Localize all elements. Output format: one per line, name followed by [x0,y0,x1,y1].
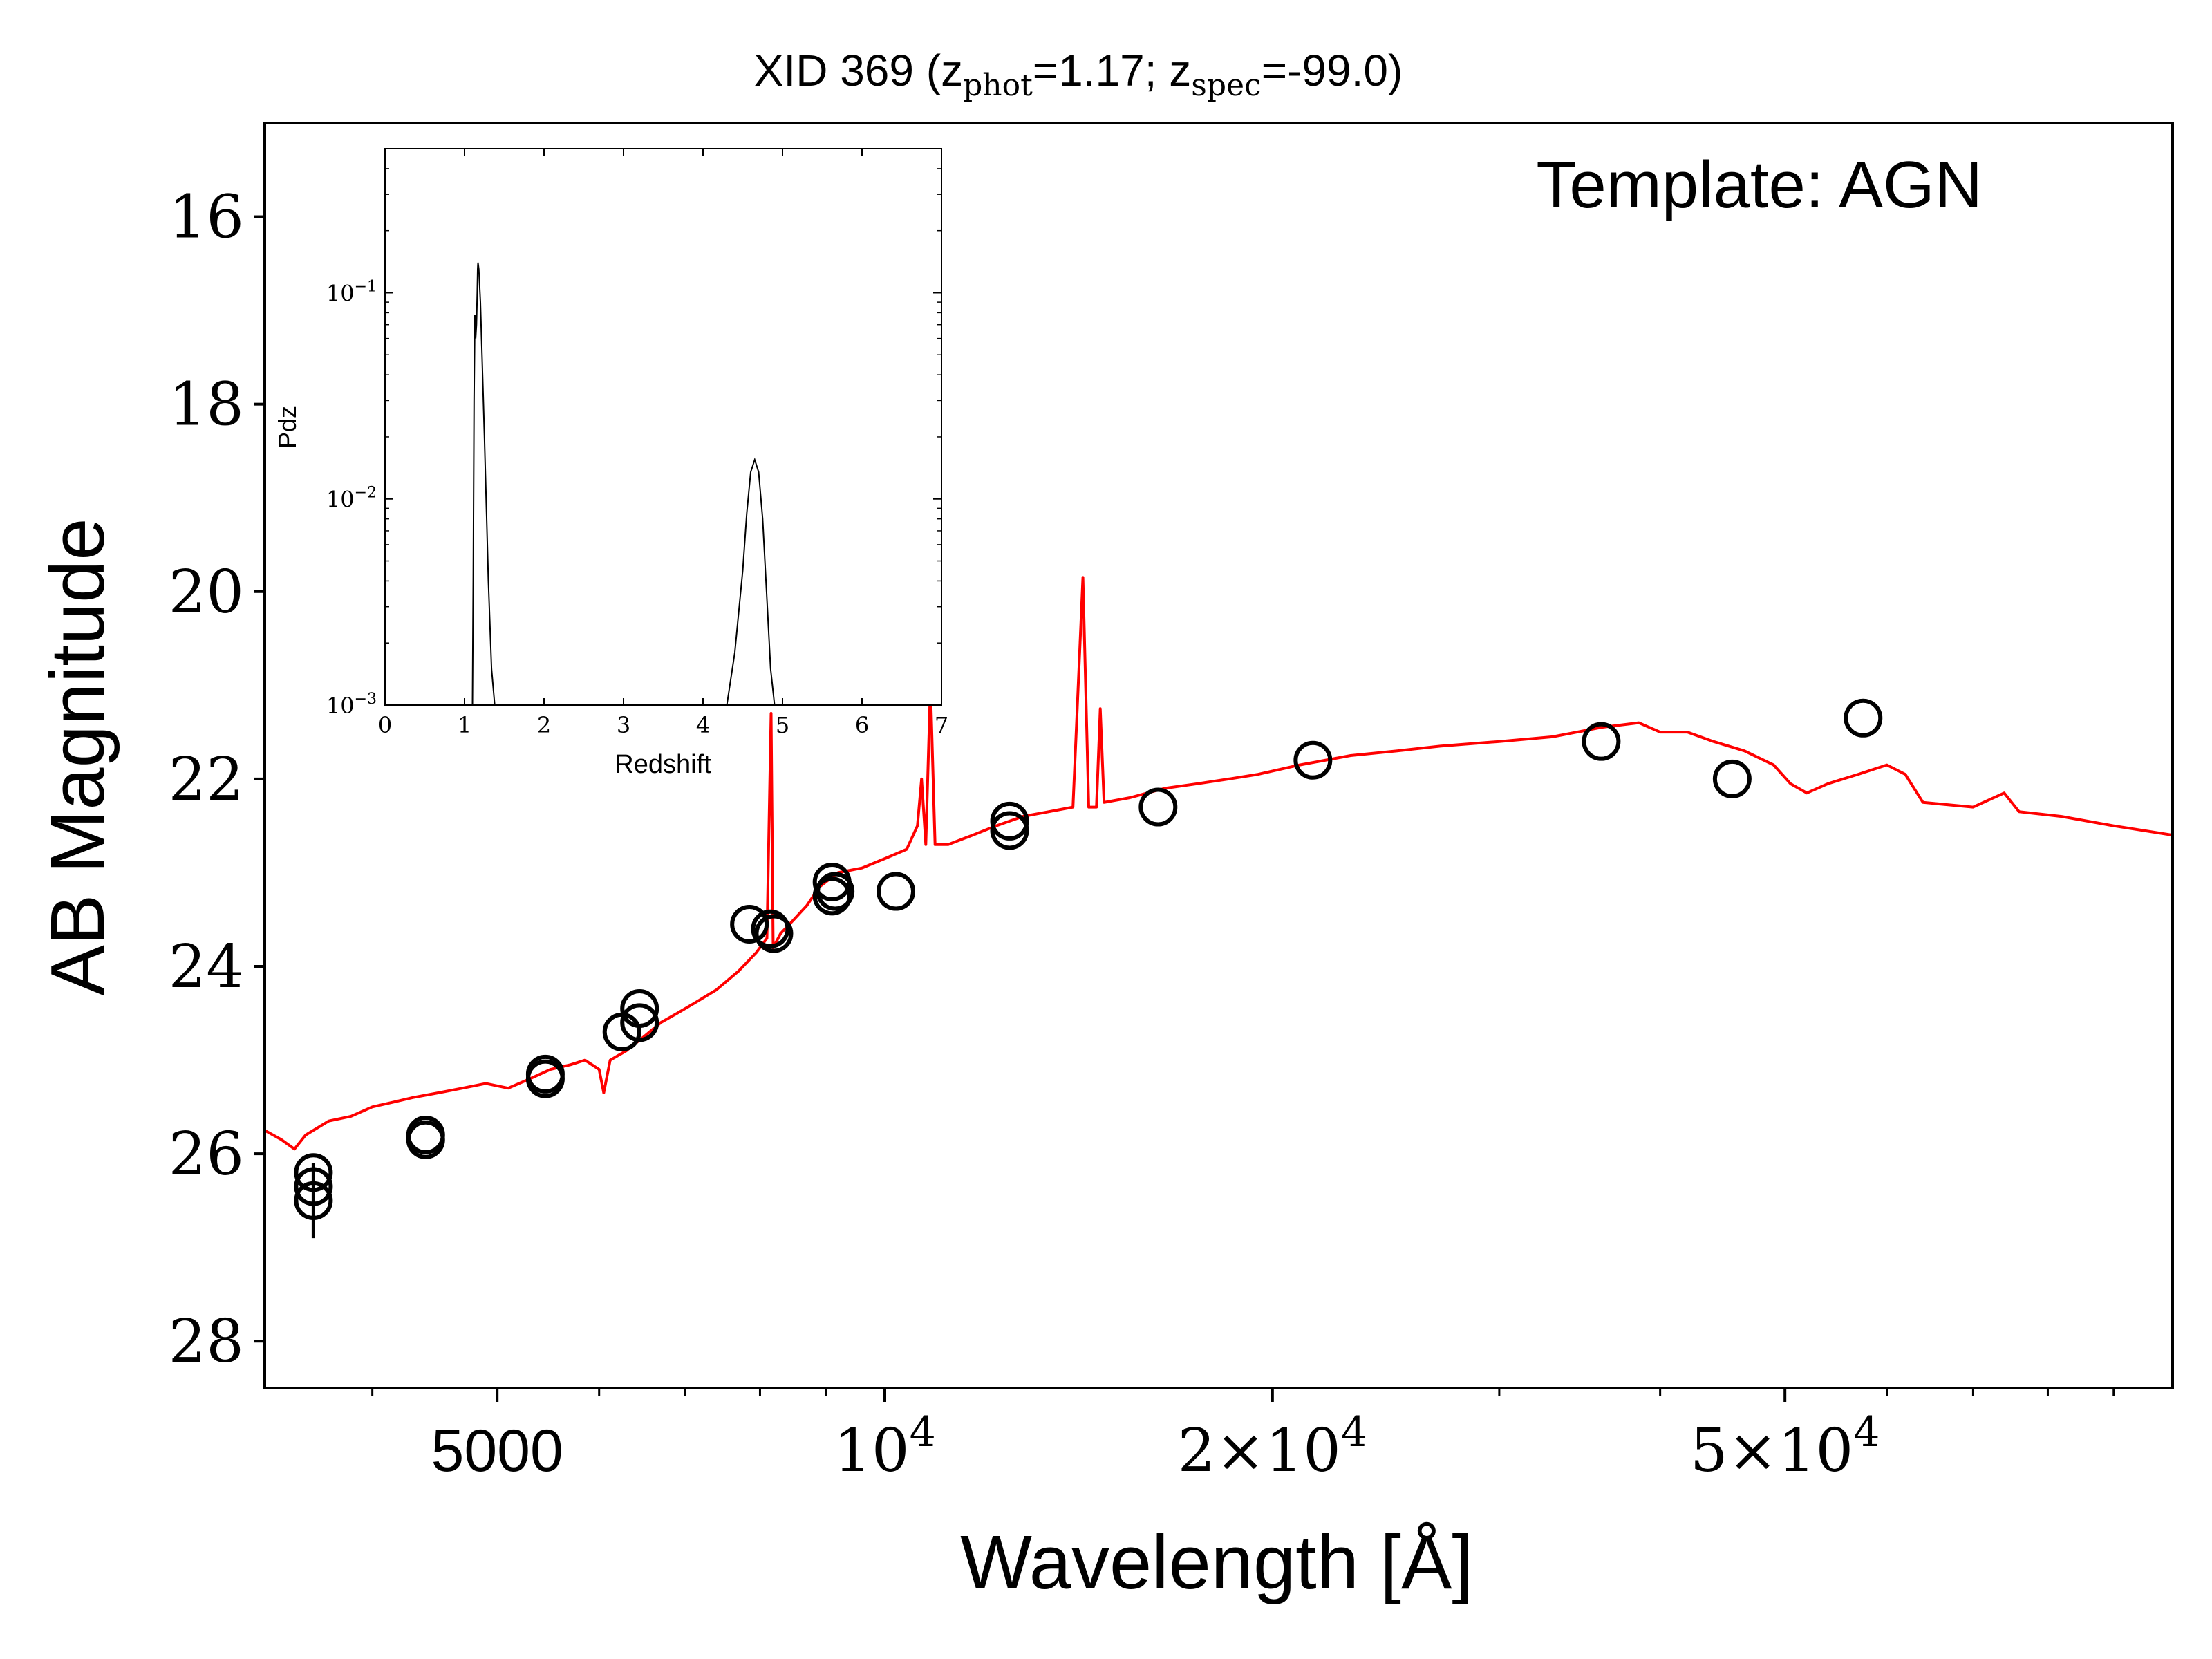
y-axis-ticks: 16 18 20 22 24 26 28 [169,183,265,1376]
photometry-point [1712,759,1752,798]
photometry-point [990,801,1029,841]
photometry-point [816,872,855,911]
photometry-point [751,909,790,948]
photometry-point [1293,740,1333,780]
photometry-point [1844,698,1883,738]
x-tick-label: 5×104 [1690,1408,1880,1485]
photometry-point [754,914,794,953]
y-tick-label: 16 [169,183,244,252]
inset-y-axis-ticks: 10−3 10−2 10−1 [326,148,941,719]
inset-x-tick-label: 0 [378,712,392,738]
photometry-point [294,1153,333,1192]
photometry-points-layer [294,698,1883,1239]
inset-x-tick-label: 7 [935,712,948,738]
photometry-point [1138,787,1178,827]
photometry-point [294,1167,333,1206]
photometry-point [990,811,1029,850]
photometry-point [1582,722,1621,761]
photometry-point [812,877,852,916]
template-spectrum-line [265,576,2173,1151]
inset-x-axis-ticks: 0 1 2 3 4 5 6 7 [378,149,948,738]
pdz-curve [471,262,496,705]
inset-x-tick-label: 6 [855,712,869,738]
inset-x-axis-label: Redshift [615,750,711,779]
x-axis-ticks: 5000 104 2×104 5×104 [371,1388,2115,1485]
photometry-point [294,1181,333,1220]
y-tick-label: 22 [169,745,244,814]
y-tick-label: 28 [169,1307,244,1376]
inset-x-tick-label: 4 [696,712,710,738]
inset-y-tick-label: 10−3 [326,691,377,719]
inset-frame [384,148,942,706]
photometry-point [525,1054,565,1094]
inset-x-tick-label: 1 [458,712,471,738]
inset-y-tick-label: 10−1 [326,278,377,306]
inset-x-tick-label: 5 [776,712,789,738]
chart-title: XID 369 (zphot=1.17; zspec=-99.0) [754,46,1403,103]
y-tick-label: 24 [169,932,244,1002]
inset-y-axis-label: Pdz [273,406,301,449]
photometry-point [730,905,769,944]
x-tick-label: 5000 [431,1418,563,1484]
template-spectrum-layer [265,576,2173,1151]
photometry-point [620,989,659,1028]
y-tick-label: 26 [169,1120,244,1189]
x-tick-label: 104 [834,1408,936,1485]
inset-pdz-curves [471,262,776,705]
x-tick-label: 2×104 [1178,1408,1367,1485]
photometry-point [877,872,916,911]
inset-pdz-plot: 0 1 2 3 4 5 6 7 10−3 10−2 10−1 Redshift Pdz [273,148,948,779]
photometry-point [406,1116,445,1154]
x-axis-label: Wavelength [Å] [960,1520,1473,1605]
main-plot-frame [263,122,2174,1389]
y-axis-label: AB Magnitude [35,518,120,996]
inset-y-tick-label: 10−2 [326,485,377,513]
inset-x-tick-label: 3 [617,712,630,738]
inset-x-tick-label: 2 [537,712,551,738]
inset-background [385,149,941,705]
template-annotation: Template: AGN [1536,148,1983,222]
photometry-point [620,1003,659,1042]
y-tick-label: 20 [169,558,244,627]
y-tick-label: 18 [169,371,244,440]
pdz-curve [726,457,776,705]
